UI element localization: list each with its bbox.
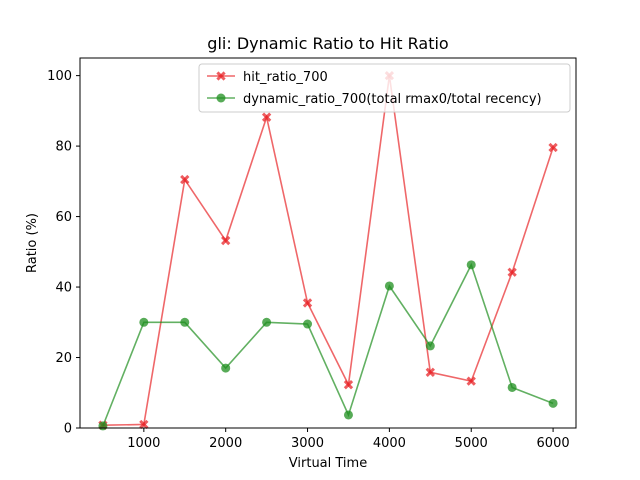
y-tick-label: 0 [64, 422, 72, 437]
data-point [180, 317, 190, 327]
data-point [303, 319, 313, 329]
legend-marker [216, 93, 226, 103]
y-tick-label: 40 [55, 281, 72, 296]
legend-item: hit_ratio_700 [207, 70, 328, 85]
chart-title: gli: Dynamic Ratio to Hit Ratio [207, 34, 448, 53]
data-point [262, 317, 272, 327]
series-line [102, 75, 554, 426]
data-point [180, 174, 190, 185]
y-tick-label: 80 [55, 140, 72, 155]
y-tick-label: 20 [55, 351, 72, 366]
data-point [221, 363, 231, 373]
legend-label: hit_ratio_700 [243, 70, 328, 85]
legend-item: dynamic_ratio_700(total rmax0/total rece… [207, 92, 542, 107]
data-point [466, 260, 476, 270]
data-point [507, 382, 517, 392]
y-axis-label: Ratio (%) [25, 213, 40, 273]
x-axis-label: Virtual Time [289, 456, 367, 471]
x-tick-label: 6000 [537, 436, 570, 451]
data-point [343, 410, 353, 420]
data-point [221, 235, 231, 246]
plot-frame [79, 57, 577, 429]
data-point [302, 298, 313, 308]
data-point [343, 379, 354, 390]
legend-box [198, 63, 571, 113]
data-point [384, 281, 394, 291]
x-tick-label: 5000 [455, 436, 488, 451]
y-tick-label: 60 [55, 210, 72, 225]
x-tick-label: 1000 [127, 436, 160, 451]
data-point [425, 341, 435, 351]
y-tick-label: 100 [47, 69, 72, 84]
data-point [261, 112, 272, 122]
x-axis: 1000 2000 3000 4000 5000 6000 [127, 428, 570, 451]
data-point [139, 317, 149, 327]
data-point [139, 419, 149, 430]
legend-marker [216, 71, 226, 81]
data-point [425, 367, 435, 377]
legend-label: dynamic_ratio_700(total rmax0/total rece… [243, 92, 542, 107]
x-tick-label: 2000 [209, 436, 242, 451]
x-tick-label: 3000 [291, 436, 324, 451]
y-axis: 0 20 40 60 80 100 [47, 69, 80, 437]
data-point [548, 142, 558, 153]
data-point [548, 398, 558, 408]
series-line [102, 262, 554, 427]
legend: hit_ratio_700 dynamic_ratio_700(total rma… [198, 63, 571, 113]
data-point [507, 267, 517, 277]
data-point [466, 376, 476, 386]
x-tick-label: 4000 [373, 436, 406, 451]
data-point [98, 421, 108, 431]
